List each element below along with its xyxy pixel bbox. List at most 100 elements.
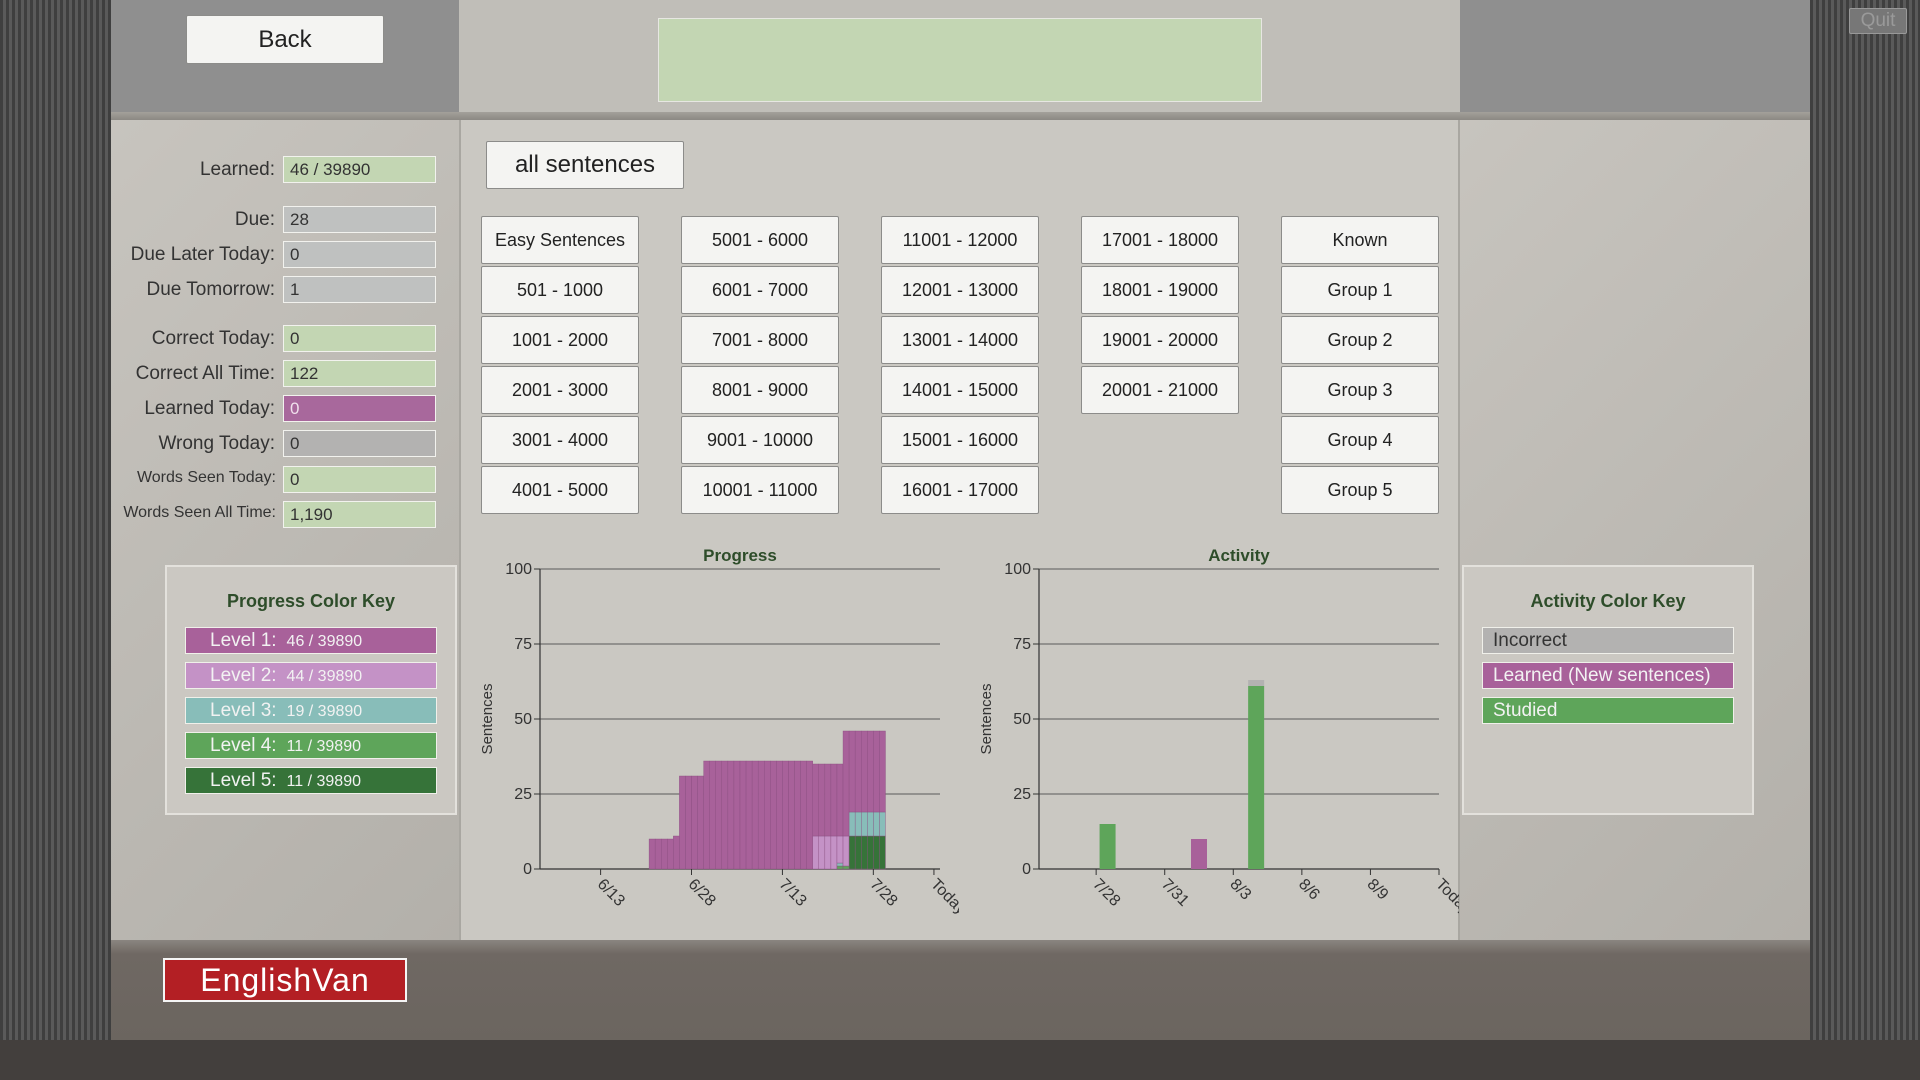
sentence-group-button[interactable]: 20001 - 21000 — [1081, 366, 1239, 414]
y-tick-label: 75 — [1013, 636, 1031, 653]
progress-bar-segment — [788, 760, 795, 870]
y-tick-label: 100 — [505, 561, 532, 578]
activity-key-item: Incorrect — [1482, 627, 1734, 654]
right-panel — [1460, 120, 1810, 940]
sentence-group-button[interactable]: 501 - 1000 — [481, 266, 639, 314]
sentence-group-button[interactable]: 3001 - 4000 — [481, 416, 639, 464]
progress-bar-segment — [733, 760, 741, 870]
progress-bar-segment — [794, 760, 801, 870]
progress-bar-segment — [818, 763, 826, 837]
progress-color-key: Progress Color Key Level 1: 46 / 39890 Lev… — [165, 565, 457, 815]
progress-bar-segment — [739, 760, 747, 870]
sentence-group-button[interactable]: 9001 - 10000 — [681, 416, 839, 464]
sentence-group-button[interactable]: 13001 - 14000 — [881, 316, 1039, 364]
progress-bar-segment — [782, 760, 789, 870]
y-tick-label: 50 — [1013, 711, 1031, 728]
x-tick-label: Today — [1432, 876, 1459, 918]
sentence-group-button[interactable]: 19001 - 20000 — [1081, 316, 1239, 364]
sentence-group-button[interactable]: 14001 - 15000 — [881, 366, 1039, 414]
right-curtain-strip — [1810, 0, 1920, 1040]
quit-button[interactable]: Quit — [1849, 8, 1907, 34]
y-tick-label: 100 — [1004, 561, 1031, 578]
sentence-group-button[interactable]: Group 3 — [1281, 366, 1439, 414]
progress-bar-segment — [812, 835, 819, 870]
x-tick-label: 8/3 — [1226, 876, 1254, 904]
sentence-group-button[interactable]: 2001 - 3000 — [481, 366, 639, 414]
stat-label: Learned: — [199, 159, 275, 180]
level-count: 46 / 39890 — [286, 633, 363, 650]
activity-bar — [1099, 824, 1116, 869]
progress-bar-segment — [861, 811, 868, 837]
sentence-group-button[interactable]: Group 4 — [1281, 416, 1439, 464]
progress-bar-segment — [679, 775, 686, 870]
progress-key-title: Progress Color Key — [226, 591, 396, 611]
progress-bar-segment — [764, 760, 771, 870]
x-tick-label: 8/6 — [1295, 876, 1323, 904]
sentence-group-button[interactable]: 16001 - 17000 — [881, 466, 1039, 514]
back-button[interactable]: Back — [186, 15, 384, 64]
stat-label: Wrong Today: — [158, 433, 275, 454]
y-axis-label: Sentences — [479, 684, 496, 755]
sentence-group-button[interactable]: 17001 - 18000 — [1081, 216, 1239, 264]
progress-bar-segment — [873, 811, 880, 837]
sentence-group-button[interactable]: 5001 - 6000 — [681, 216, 839, 264]
sentence-group-button[interactable]: Easy Sentences — [481, 216, 639, 264]
sentence-group-button[interactable]: Known — [1281, 216, 1439, 264]
y-tick-label: 25 — [514, 786, 532, 803]
stat-label: Correct Today: — [151, 328, 275, 349]
progress-bar-segment — [842, 865, 850, 870]
progress-bar-segment — [873, 730, 880, 813]
progress-bar-segment — [667, 838, 674, 870]
all-sentences-button[interactable]: all sentences — [486, 141, 684, 189]
progress-bar-segment — [721, 760, 729, 870]
stat-value: 46 / 39890 — [283, 156, 436, 183]
sentence-group-button[interactable]: 15001 - 16000 — [881, 416, 1039, 464]
x-tick-label: 7/31 — [1158, 876, 1192, 910]
activity-key-title: Activity Color Key — [1530, 591, 1686, 611]
progress-bar-segment — [715, 760, 723, 870]
stat-label: Due Later Today: — [130, 244, 275, 265]
sentence-group-button[interactable]: 18001 - 19000 — [1081, 266, 1239, 314]
progress-bar-segment — [861, 835, 868, 870]
sentence-group-button[interactable]: Group 1 — [1281, 266, 1439, 314]
stat-value: 0 — [283, 395, 436, 422]
stat-value: 1 — [283, 276, 436, 303]
sentence-group-button[interactable]: Group 5 — [1281, 466, 1439, 514]
progress-bar-segment — [776, 760, 783, 870]
progress-key-item: Level 1: 46 / 39890 — [185, 627, 437, 654]
y-tick-label: 75 — [514, 636, 532, 653]
sentence-group-button[interactable]: 6001 - 7000 — [681, 266, 839, 314]
sentence-group-button[interactable]: 11001 - 12000 — [881, 216, 1039, 264]
progress-bar-segment — [654, 838, 662, 870]
y-tick-label: 0 — [523, 861, 532, 878]
activity-chart: Activity Sentences 0 25 50 75 100 7/28 7/31 8/3 8/… — [978, 546, 1459, 918]
activity-bar — [1248, 680, 1265, 686]
y-tick-label: 50 — [514, 711, 532, 728]
sentence-group-button[interactable]: 7001 - 8000 — [681, 316, 839, 364]
progress-bar-segment — [757, 760, 765, 870]
sentence-group-button[interactable]: Group 2 — [1281, 316, 1439, 364]
progress-bar-segment — [812, 763, 819, 837]
progress-bar-segment — [854, 730, 862, 813]
stat-label: Correct All Time: — [135, 363, 275, 384]
sentence-group-button[interactable]: 8001 - 9000 — [681, 366, 839, 414]
progress-bar-segment — [836, 835, 844, 864]
progress-bar-segment — [691, 775, 698, 870]
level-count: 44 / 39890 — [286, 668, 363, 685]
level-label: Level 4: — [210, 735, 277, 756]
x-tick-label: 6/28 — [685, 876, 719, 910]
stat-value: 0 — [283, 241, 436, 268]
stat-label: Words Seen Today: — [136, 469, 276, 486]
sentence-group-button[interactable]: 1001 - 2000 — [481, 316, 639, 364]
progress-bar-segment — [727, 760, 735, 870]
x-tick-label: Today — [927, 876, 959, 918]
bottom-bar — [0, 1040, 1920, 1080]
progress-bar-segment — [709, 760, 716, 870]
progress-key-item: Level 3: 19 / 39890 — [185, 697, 437, 724]
sentence-group-button[interactable]: 10001 - 11000 — [681, 466, 839, 514]
sentence-group-button[interactable]: 12001 - 13000 — [881, 266, 1039, 314]
progress-bar-segment — [830, 835, 838, 870]
stat-label: Due Tomorrow: — [146, 279, 275, 300]
progress-bar-segment — [836, 865, 844, 870]
sentence-group-button[interactable]: 4001 - 5000 — [481, 466, 639, 514]
